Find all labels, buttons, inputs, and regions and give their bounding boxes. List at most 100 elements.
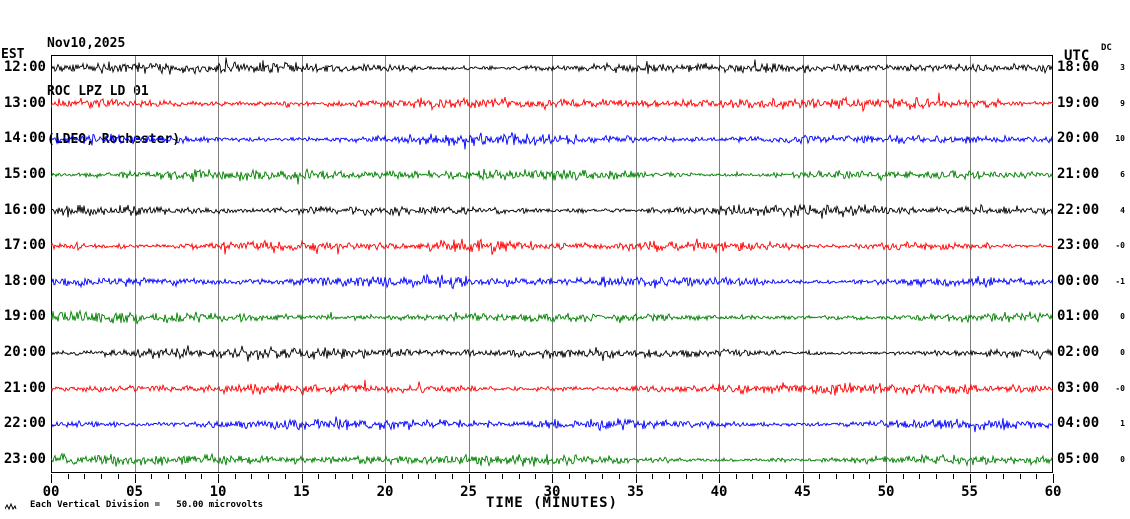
- x-major-tick: [635, 474, 637, 483]
- utc-time-label: 04:00: [1057, 415, 1100, 432]
- grid-line-35min: [635, 55, 637, 473]
- utc-time-label: 21:00: [1057, 165, 1100, 182]
- x-axis-title: TIME (MINUTES): [485, 495, 618, 511]
- est-time-label: 23:00: [3, 451, 46, 467]
- x-minor-tick: [167, 474, 169, 479]
- utc-time-label: 01:00: [1057, 308, 1100, 325]
- x-minor-tick: [535, 474, 537, 479]
- grid-line-55min: [969, 55, 971, 473]
- x-minor-tick: [1036, 474, 1038, 479]
- est-time-label: 20:00: [3, 344, 46, 361]
- x-tick-label-50: 50: [877, 484, 895, 500]
- seismogram-trace-1700est: [51, 238, 1053, 255]
- plot-frame: [51, 55, 1053, 473]
- est-time-label: 22:00: [3, 415, 46, 432]
- est-time-label: 14:00: [3, 130, 46, 147]
- grid-line-50min: [886, 55, 887, 473]
- x-major-tick: [218, 474, 219, 483]
- est-time-label: 21:00: [3, 379, 46, 396]
- x-tick-label-45: 45: [794, 484, 811, 500]
- grid-line-20min: [385, 55, 386, 473]
- dc-value: 3: [1120, 63, 1125, 72]
- x-minor-tick: [835, 474, 837, 479]
- seismogram-trace-1900est: [51, 309, 1053, 325]
- x-minor-tick: [334, 474, 336, 479]
- seismogram-trace-2100est: [51, 379, 1053, 396]
- grid-line-45min: [802, 55, 804, 473]
- x-tick-label-15: 15: [293, 484, 310, 500]
- x-minor-tick: [602, 474, 604, 479]
- scale-marker-icon: [5, 503, 17, 511]
- est-time-label: 16:00: [3, 201, 46, 218]
- dc-value: 0: [1120, 455, 1125, 464]
- x-major-tick: [134, 474, 136, 483]
- x-tick-label-55: 55: [961, 484, 978, 500]
- x-minor-tick: [568, 474, 570, 479]
- dc-value: -0: [1115, 241, 1125, 251]
- utc-time-label: 20:00: [1057, 130, 1100, 147]
- utc-time-label: 00:00: [1057, 272, 1100, 289]
- x-minor-tick: [368, 474, 370, 479]
- x-minor-tick: [234, 474, 236, 479]
- utc-time-label: 03:00: [1057, 379, 1100, 396]
- x-minor-tick: [986, 474, 988, 479]
- x-minor-tick: [869, 474, 871, 479]
- x-minor-tick: [936, 474, 938, 479]
- x-tick-label-25: 25: [460, 484, 477, 500]
- x-minor-tick: [151, 474, 153, 479]
- seismogram-trace-1500est: [51, 167, 1053, 185]
- x-tick-label-00: 00: [42, 484, 60, 500]
- x-tick-label-35: 35: [627, 484, 644, 500]
- x-minor-tick: [84, 474, 86, 479]
- x-major-tick: [719, 474, 720, 483]
- x-minor-tick: [418, 474, 420, 479]
- dc-value: 4: [1120, 205, 1125, 215]
- seismogram-trace-1200est: [51, 57, 1053, 76]
- scale-note: Each Vertical Division = 50.00 microvolt…: [30, 500, 263, 510]
- dc-value: 9: [1120, 98, 1125, 108]
- x-major-tick: [886, 474, 887, 483]
- x-minor-tick: [952, 474, 954, 479]
- title-date: Nov10,2025: [47, 36, 126, 51]
- dc-value: 1: [1120, 419, 1125, 429]
- x-minor-tick: [685, 474, 687, 479]
- utc-time-label: 23:00: [1057, 237, 1100, 254]
- title-station: ROC LPZ LD 01: [47, 84, 149, 99]
- x-minor-tick: [819, 474, 821, 479]
- est-time-label: 18:00: [3, 272, 46, 289]
- x-minor-tick: [67, 474, 69, 479]
- x-minor-tick: [101, 474, 103, 479]
- x-tick-label-10: 10: [209, 484, 227, 500]
- x-minor-tick: [518, 474, 520, 479]
- seismogram-trace-1600est: [51, 203, 1053, 219]
- x-tick-label-30: 30: [543, 484, 561, 500]
- x-minor-tick: [284, 474, 286, 479]
- grid-line-15min: [301, 55, 303, 473]
- dc-value: 0: [1120, 312, 1125, 322]
- x-major-tick: [969, 474, 971, 483]
- grid-line-25min: [468, 55, 470, 473]
- x-minor-tick: [401, 474, 403, 479]
- grid-line-40min: [719, 55, 720, 473]
- dc-value: 10: [1115, 134, 1125, 144]
- x-minor-tick: [735, 474, 737, 479]
- x-tick-label-20: 20: [376, 484, 394, 500]
- left-axis-label: EST: [1, 47, 25, 62]
- x-minor-tick: [501, 474, 503, 479]
- x-tick-label-05: 05: [126, 484, 143, 500]
- x-major-tick: [468, 474, 470, 483]
- est-time-label: 19:00: [3, 308, 46, 325]
- x-minor-tick: [485, 474, 487, 479]
- x-minor-tick: [785, 474, 787, 479]
- utc-time-label: 19:00: [1057, 94, 1100, 111]
- seismogram-trace-2000est: [51, 345, 1053, 362]
- x-minor-tick: [251, 474, 253, 479]
- est-time-label: 13:00: [3, 94, 46, 111]
- x-minor-tick: [702, 474, 704, 479]
- x-major-tick: [1053, 474, 1054, 483]
- grid-line-5min: [134, 55, 136, 473]
- x-major-tick: [51, 474, 52, 483]
- est-time-label: 17:00: [3, 237, 46, 254]
- x-minor-tick: [618, 474, 620, 479]
